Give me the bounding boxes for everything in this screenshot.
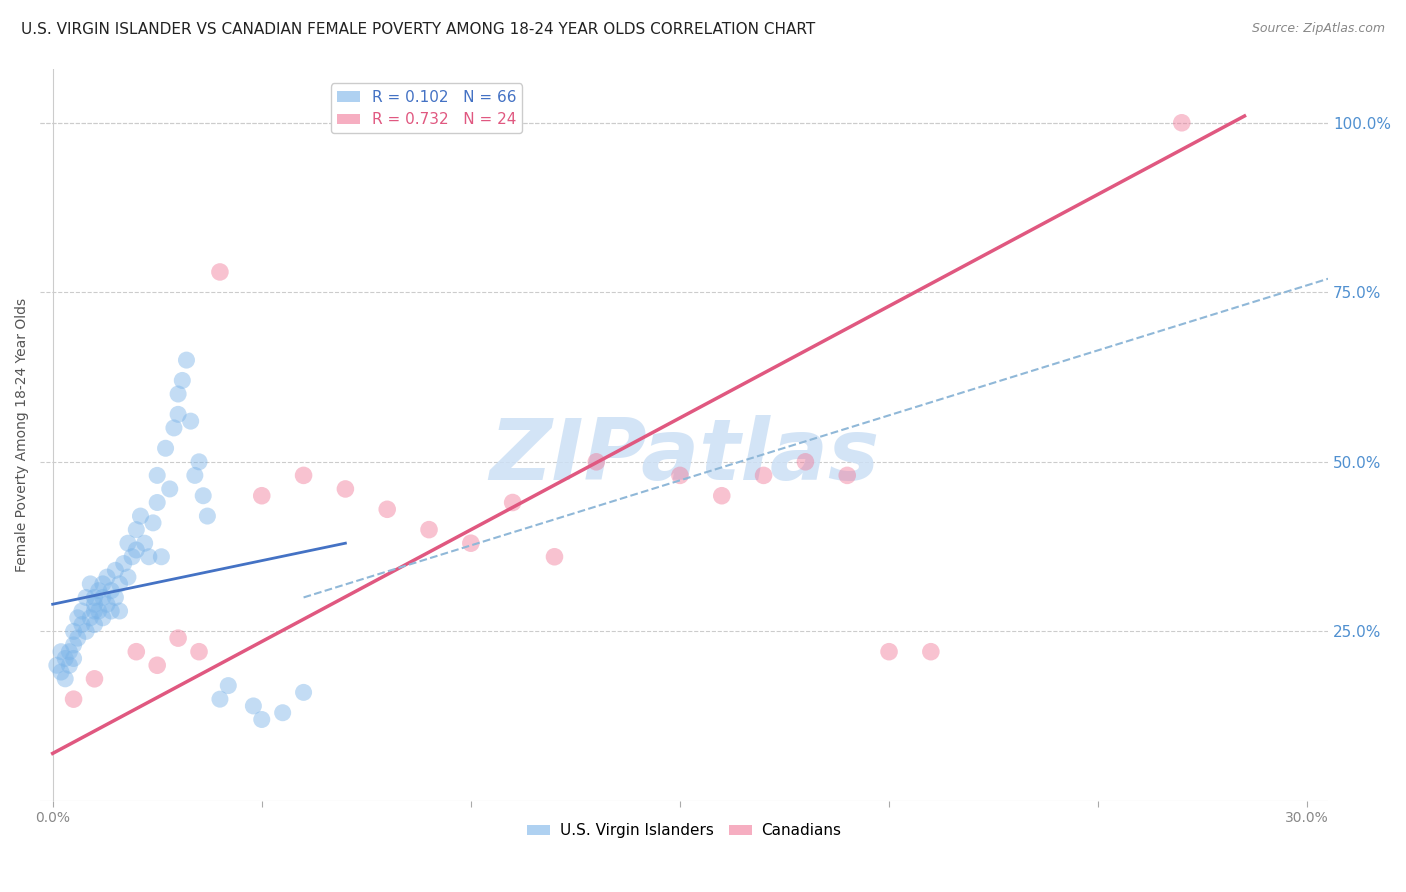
Point: [79, 611, 101, 625]
Point: [62, 638, 84, 652]
Point: [150, 549, 173, 564]
Point: [193, 489, 215, 503]
Point: [188, 455, 211, 469]
Point: [96, 570, 118, 584]
Point: [91, 611, 114, 625]
Point: [62, 692, 84, 706]
Point: [163, 421, 186, 435]
Point: [460, 536, 482, 550]
Point: [66, 631, 89, 645]
Point: [250, 489, 273, 503]
Point: [108, 577, 131, 591]
Point: [121, 549, 143, 564]
Point: [75, 624, 97, 639]
Point: [62, 651, 84, 665]
Point: [920, 645, 942, 659]
Point: [208, 692, 231, 706]
Point: [91, 577, 114, 591]
Point: [49, 645, 72, 659]
Point: [1171, 116, 1194, 130]
Point: [125, 645, 148, 659]
Point: [146, 495, 169, 509]
Point: [292, 685, 315, 699]
Y-axis label: Female Poverty Among 18-24 Year Olds: Female Poverty Among 18-24 Year Olds: [15, 298, 30, 572]
Point: [585, 455, 607, 469]
Point: [669, 468, 692, 483]
Point: [58, 658, 80, 673]
Point: [112, 557, 135, 571]
Point: [184, 468, 207, 483]
Point: [335, 482, 357, 496]
Point: [87, 583, 110, 598]
Point: [167, 387, 190, 401]
Point: [138, 549, 160, 564]
Point: [45, 658, 67, 673]
Point: [142, 516, 165, 530]
Point: [53, 651, 76, 665]
Point: [197, 509, 219, 524]
Point: [188, 645, 211, 659]
Point: [167, 631, 190, 645]
Point: [250, 713, 273, 727]
Point: [176, 353, 198, 368]
Point: [66, 611, 89, 625]
Point: [96, 597, 118, 611]
Point: [292, 468, 315, 483]
Point: [125, 523, 148, 537]
Point: [877, 645, 900, 659]
Point: [146, 658, 169, 673]
Point: [83, 597, 105, 611]
Point: [129, 509, 152, 524]
Point: [159, 482, 181, 496]
Point: [117, 536, 139, 550]
Point: [155, 442, 177, 456]
Point: [53, 672, 76, 686]
Point: [75, 591, 97, 605]
Point: [83, 591, 105, 605]
Point: [91, 591, 114, 605]
Point: [83, 672, 105, 686]
Point: [70, 617, 93, 632]
Point: [543, 549, 565, 564]
Point: [710, 489, 733, 503]
Point: [172, 374, 194, 388]
Point: [87, 604, 110, 618]
Text: Source: ZipAtlas.com: Source: ZipAtlas.com: [1251, 22, 1385, 36]
Point: [108, 604, 131, 618]
Point: [125, 543, 148, 558]
Legend: U.S. Virgin Islanders, Canadians: U.S. Virgin Islanders, Canadians: [522, 817, 846, 845]
Point: [146, 468, 169, 483]
Point: [100, 604, 122, 618]
Point: [180, 414, 202, 428]
Point: [242, 698, 264, 713]
Point: [837, 468, 859, 483]
Point: [217, 679, 239, 693]
Text: U.S. VIRGIN ISLANDER VS CANADIAN FEMALE POVERTY AMONG 18-24 YEAR OLDS CORRELATIO: U.S. VIRGIN ISLANDER VS CANADIAN FEMALE …: [21, 22, 815, 37]
Point: [62, 624, 84, 639]
Text: ZIPatlas: ZIPatlas: [489, 415, 879, 498]
Point: [418, 523, 440, 537]
Point: [83, 617, 105, 632]
Point: [104, 563, 127, 577]
Point: [58, 645, 80, 659]
Point: [83, 604, 105, 618]
Point: [117, 570, 139, 584]
Point: [100, 583, 122, 598]
Point: [794, 455, 817, 469]
Point: [752, 468, 775, 483]
Point: [104, 591, 127, 605]
Point: [79, 577, 101, 591]
Point: [134, 536, 156, 550]
Point: [70, 604, 93, 618]
Point: [208, 265, 231, 279]
Point: [271, 706, 294, 720]
Point: [49, 665, 72, 679]
Point: [375, 502, 398, 516]
Point: [502, 495, 524, 509]
Point: [167, 408, 190, 422]
